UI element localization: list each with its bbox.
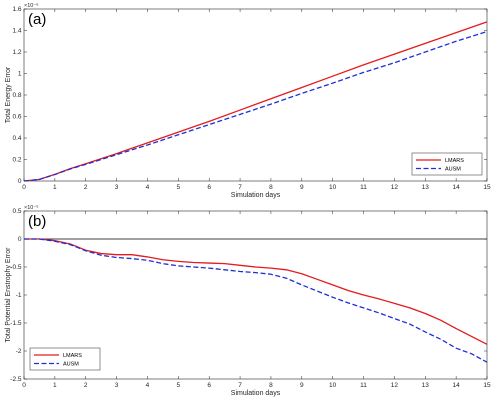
y-tick-label: 1.2 [12, 49, 21, 56]
x-tick-label: 10 [329, 184, 337, 191]
y-tick-label: 0 [18, 178, 22, 185]
y-axis-label: Total Energy Error [5, 66, 12, 123]
x-tick-label: 1 [53, 184, 57, 191]
x-tick-label: 0 [22, 382, 26, 389]
y-tick-label: 1.6 [12, 6, 21, 13]
y-tick-label: 0.6 [12, 114, 21, 121]
y-tick-label: 0.5 [12, 208, 21, 215]
y-exponent-label: ×10⁻⁶ [24, 2, 39, 9]
x-tick-label: 9 [300, 184, 304, 191]
legend-label-lmars: LMARS [63, 353, 82, 359]
legend-box [411, 152, 483, 176]
x-tick-label: 13 [422, 382, 430, 389]
x-tick-label: 12 [391, 382, 399, 389]
y-tick-label: -1.5 [10, 320, 22, 327]
x-tick-label: 3 [115, 382, 119, 389]
y-tick-label: 0.2 [12, 157, 21, 164]
x-tick-label: 11 [360, 184, 367, 191]
x-tick-label: 0 [22, 184, 26, 191]
x-tick-label: 8 [269, 382, 273, 389]
x-tick-label: 2 [84, 382, 88, 389]
x-tick-label: 14 [453, 382, 461, 389]
series-line-ausm [23, 238, 488, 363]
x-tick-label: 1 [53, 382, 57, 389]
x-tick-label: 3 [115, 184, 119, 191]
y-tick-label: -0.5 [10, 264, 22, 271]
x-tick-label: 5 [177, 382, 181, 389]
x-tick-label: 4 [146, 184, 150, 191]
legend: LMARS AUSM [29, 347, 101, 371]
panel-b: 0 1 2 3 4 5 6 7 8 9 10 11 12 13 14 15-2.5-2-1.5-1-0.500… [5, 204, 491, 397]
series-line-lmars [23, 238, 488, 345]
y-tick-label: -2 [16, 348, 22, 355]
panel-label: (a) [28, 11, 46, 28]
y-tick-label: 0 [18, 236, 22, 243]
series-line-ausm [23, 30, 488, 182]
legend-box [29, 347, 101, 371]
x-tick-label: 11 [360, 382, 367, 389]
x-tick-label: 4 [146, 382, 150, 389]
x-axis-label: Simulation days [231, 390, 281, 397]
x-tick-label: 10 [329, 382, 337, 389]
legend-label-ausm: AUSM [63, 362, 79, 368]
x-tick-label: 6 [207, 184, 211, 191]
x-tick-label: 7 [238, 184, 242, 191]
x-tick-label: 8 [269, 184, 273, 191]
y-axis-label: Total Potential Enstrophy Error [5, 247, 12, 343]
panel-label: (b) [28, 213, 46, 230]
y-tick-label: 1 [18, 71, 22, 78]
x-tick-label: 15 [483, 184, 491, 191]
x-tick-label: 12 [391, 184, 399, 191]
x-tick-label: 2 [84, 184, 88, 191]
x-tick-label: 9 [300, 382, 304, 389]
y-tick-label: -2.5 [10, 376, 22, 383]
y-tick-label: 1.4 [12, 28, 21, 35]
x-tick-label: 13 [422, 184, 430, 191]
x-tick-label: 14 [453, 184, 461, 191]
legend-label-lmars: LMARS [445, 158, 464, 164]
y-tick-label: 0.8 [12, 92, 21, 99]
legend: LMARS AUSM [411, 152, 483, 176]
plot-area [23, 8, 488, 182]
x-tick-label: 7 [238, 382, 242, 389]
y-exponent-label: ×10⁻⁵ [24, 204, 39, 211]
legend-label-ausm: AUSM [445, 167, 461, 173]
y-tick-label: 0.4 [12, 135, 21, 142]
y-tick-label: -1 [16, 292, 22, 299]
panel-a: 0 1 2 3 4 5 6 7 8 9 10 11 12 13 14 1500.20.40.60.811.21… [5, 2, 491, 199]
x-tick-label: 5 [177, 184, 181, 191]
x-tick-label: 15 [483, 382, 491, 389]
x-axis-label: Simulation days [231, 192, 281, 199]
x-tick-label: 6 [207, 382, 211, 389]
